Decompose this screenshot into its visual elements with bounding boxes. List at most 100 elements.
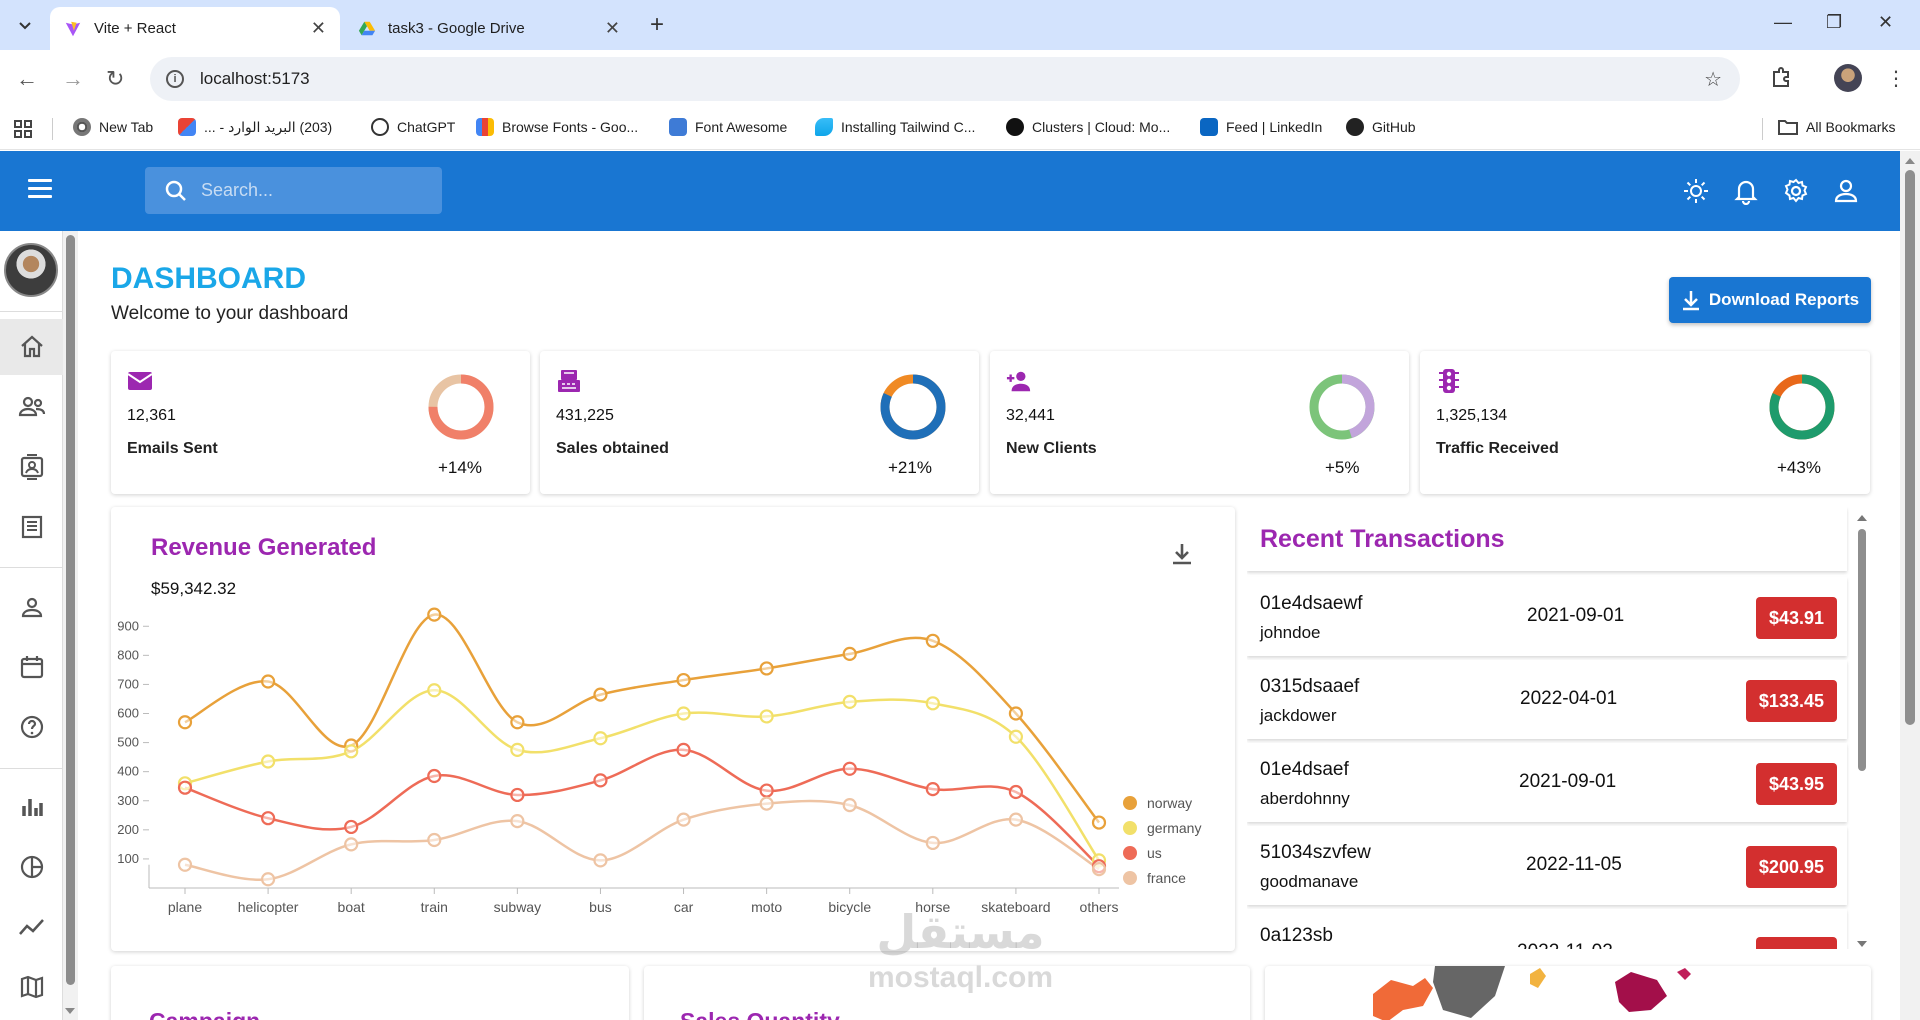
bookmark-tailwind[interactable]: Installing Tailwind C... bbox=[815, 118, 975, 136]
close-window-icon[interactable]: ✕ bbox=[1878, 12, 1894, 32]
reload-icon[interactable]: ↻ bbox=[106, 66, 125, 91]
new-tab-button[interactable]: + bbox=[650, 11, 665, 38]
site-info-icon[interactable]: i bbox=[166, 70, 184, 88]
data-point-norway bbox=[676, 672, 691, 688]
linkedin-icon bbox=[1200, 118, 1218, 136]
bookmark-gmail[interactable]: (203) البريد الوارد - ... bbox=[178, 118, 332, 136]
bookmark-new-tab[interactable]: New Tab bbox=[73, 118, 153, 136]
menu-icon[interactable] bbox=[28, 179, 52, 199]
help-icon bbox=[20, 715, 43, 739]
chevron-down-icon bbox=[19, 22, 31, 30]
search-box[interactable] bbox=[145, 167, 442, 214]
profile-avatar[interactable] bbox=[1834, 64, 1862, 92]
notifications-icon[interactable] bbox=[1732, 177, 1760, 205]
progress-arc bbox=[1769, 374, 1835, 440]
transactions-header: Recent Transactions bbox=[1247, 507, 1847, 571]
settings-icon[interactable] bbox=[1782, 177, 1810, 205]
x-tick-label: car bbox=[674, 899, 694, 915]
data-point-norway bbox=[593, 687, 608, 702]
apps-grid-icon[interactable] bbox=[14, 120, 32, 138]
legend-label: us bbox=[1147, 845, 1162, 861]
stat-value: 12,361 bbox=[127, 407, 176, 424]
transactions-title: Recent Transactions bbox=[1260, 525, 1505, 553]
transaction-date: 2022-11-05 bbox=[1526, 854, 1622, 875]
scroll-down-arrow-icon[interactable] bbox=[64, 1006, 76, 1016]
tab-vite-react[interactable]: Vite + React ✕ bbox=[50, 7, 340, 50]
progress-arc bbox=[1309, 374, 1375, 440]
avatar[interactable] bbox=[4, 243, 58, 297]
data-point-us bbox=[510, 787, 525, 803]
data-point-france bbox=[1091, 861, 1107, 877]
sidebar-item-calendar[interactable] bbox=[0, 639, 63, 695]
extensions-icon[interactable] bbox=[1770, 66, 1792, 88]
google-fonts-icon bbox=[476, 118, 494, 136]
point-of-sale-icon bbox=[558, 370, 580, 392]
bookmark-chatgpt[interactable]: ChatGPT bbox=[371, 118, 455, 136]
data-point-france bbox=[1008, 812, 1024, 827]
address-bar[interactable]: i localhost:5173 ☆ bbox=[150, 57, 1740, 101]
sidebar bbox=[0, 231, 63, 1020]
x-tick-label: boat bbox=[338, 899, 365, 915]
data-point-france bbox=[427, 832, 442, 848]
sidebar-item-invoices[interactable] bbox=[0, 499, 63, 555]
transaction-id: 51034szvfew bbox=[1260, 842, 1371, 863]
transaction-id: 01e4dsaewf bbox=[1260, 593, 1363, 614]
chatgpt-icon bbox=[371, 118, 389, 136]
sidebar-item-bar-chart[interactable] bbox=[0, 779, 63, 835]
sidebar-item-contacts[interactable] bbox=[0, 439, 63, 495]
tab-google-drive[interactable]: task3 - Google Drive ✕ bbox=[344, 7, 634, 50]
close-icon[interactable]: ✕ bbox=[310, 18, 326, 38]
series-line-germany bbox=[184, 688, 1101, 862]
bookmark-font-awesome[interactable]: Font Awesome bbox=[669, 118, 787, 136]
sidebar-item-faq[interactable] bbox=[0, 699, 63, 755]
minimize-icon[interactable]: — bbox=[1774, 12, 1792, 32]
back-icon[interactable]: ← bbox=[16, 66, 38, 91]
page-scrollbar-thumb[interactable] bbox=[1905, 170, 1915, 725]
y-tick-label: 200 bbox=[117, 822, 139, 837]
download-chart-icon[interactable] bbox=[1169, 541, 1195, 567]
transaction-user: aberdohnny bbox=[1260, 789, 1350, 808]
stat-increase: +43% bbox=[1777, 458, 1821, 477]
data-point-norway bbox=[925, 633, 940, 648]
page-scroll-up-arrow-icon[interactable] bbox=[1904, 156, 1916, 166]
stat-value: 1,325,134 bbox=[1436, 407, 1508, 424]
x-tick-label: plane bbox=[168, 899, 202, 915]
sidebar-item-team[interactable] bbox=[0, 379, 63, 435]
close-icon[interactable]: ✕ bbox=[604, 18, 620, 38]
transactions-scrollbar[interactable] bbox=[1856, 513, 1868, 951]
transaction-cost: $43.91 bbox=[1755, 597, 1837, 639]
download-reports-button[interactable]: Download Reports bbox=[1669, 277, 1871, 323]
download-icon bbox=[1682, 291, 1699, 311]
forward-icon[interactable]: → bbox=[62, 66, 84, 91]
bookmark-star-icon[interactable]: ☆ bbox=[1704, 69, 1722, 91]
x-tick-label: bus bbox=[589, 899, 612, 915]
data-point-germany bbox=[925, 696, 940, 711]
light-mode-icon[interactable] bbox=[1682, 177, 1710, 205]
progress-circle bbox=[428, 374, 494, 440]
bookmark-github[interactable]: GitHub bbox=[1346, 118, 1416, 136]
all-bookmarks[interactable]: All Bookmarks bbox=[1778, 118, 1895, 136]
data-point-norway bbox=[510, 715, 525, 730]
bookmark-linkedin[interactable]: Feed | LinkedIn bbox=[1200, 118, 1322, 136]
sidebar-item-dashboard[interactable] bbox=[0, 319, 63, 375]
google-drive-icon bbox=[358, 21, 376, 35]
page-subtitle: Welcome to your dashboard bbox=[111, 303, 349, 324]
more-options-icon[interactable]: ⋮ bbox=[1886, 68, 1906, 90]
legend-swatch bbox=[1123, 821, 1137, 835]
url-text[interactable]: localhost:5173 bbox=[200, 69, 310, 88]
restore-icon[interactable]: ❐ bbox=[1826, 12, 1843, 32]
y-tick-label: 700 bbox=[117, 676, 139, 691]
sidebar-item-pie-chart[interactable] bbox=[0, 839, 63, 895]
x-tick-label: moto bbox=[751, 899, 782, 915]
sidebar-item-geography[interactable] bbox=[0, 959, 63, 1015]
sidebar-item-line-chart[interactable] bbox=[0, 899, 63, 955]
page-title: DASHBOARD bbox=[111, 262, 306, 295]
person-icon[interactable] bbox=[1832, 177, 1860, 205]
search-input[interactable] bbox=[201, 180, 421, 201]
bookmark-google-fonts[interactable]: Browse Fonts - Goo... bbox=[476, 118, 638, 136]
legend-swatch bbox=[1123, 846, 1137, 860]
sidebar-item-profile[interactable] bbox=[0, 579, 63, 635]
tab-search-button[interactable] bbox=[10, 10, 40, 40]
bookmark-mongodb[interactable]: Clusters | Cloud: Mo... bbox=[1006, 118, 1170, 136]
sidebar-scrollbar-thumb[interactable] bbox=[66, 235, 75, 985]
